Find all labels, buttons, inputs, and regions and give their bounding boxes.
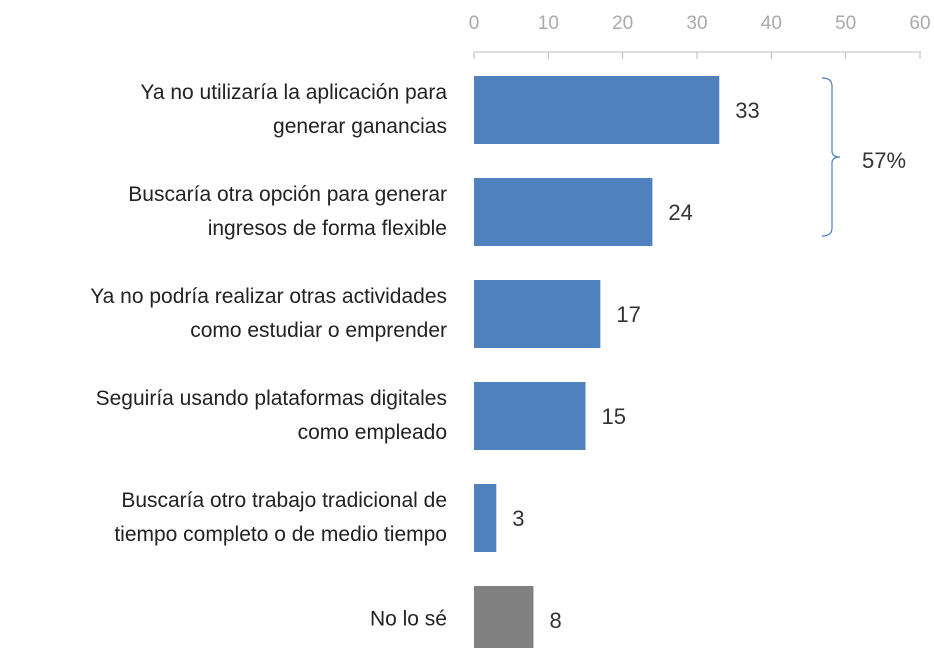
- value-label: 8: [549, 608, 561, 633]
- bar: [474, 586, 534, 648]
- category-label: Seguiría usando plataformas digitales com…: [96, 387, 447, 444]
- value-label: 15: [602, 404, 626, 429]
- bar: [474, 280, 601, 348]
- value-label: 3: [512, 506, 524, 531]
- x-tick-label: 30: [686, 13, 707, 34]
- x-tick-label: 50: [835, 13, 856, 34]
- category-label: Buscaría otra opción para generar ingreso…: [128, 183, 447, 240]
- category-label: Buscaría otro trabajo tradicional de tiem…: [114, 489, 447, 546]
- category-label: Ya no podría realizar otras actividades c…: [90, 285, 447, 342]
- bar: [474, 382, 586, 450]
- x-tick-label: 20: [612, 13, 633, 34]
- category-label: No lo sé: [370, 608, 447, 631]
- bar: [474, 484, 497, 552]
- annotation: 57%: [862, 148, 906, 173]
- value-label: 24: [668, 200, 692, 225]
- x-tick-label: 10: [538, 13, 559, 34]
- bar: [474, 76, 720, 144]
- x-tick-label: 0: [469, 13, 480, 34]
- x-tick-label: 40: [761, 13, 782, 34]
- bracket: [821, 77, 841, 237]
- value-label: 17: [616, 302, 640, 327]
- category-label: Ya no utilizaría la aplicación para gener…: [140, 81, 447, 138]
- x-tick-label: 60: [909, 13, 930, 34]
- value-label: 33: [735, 98, 759, 123]
- bar: [474, 178, 653, 246]
